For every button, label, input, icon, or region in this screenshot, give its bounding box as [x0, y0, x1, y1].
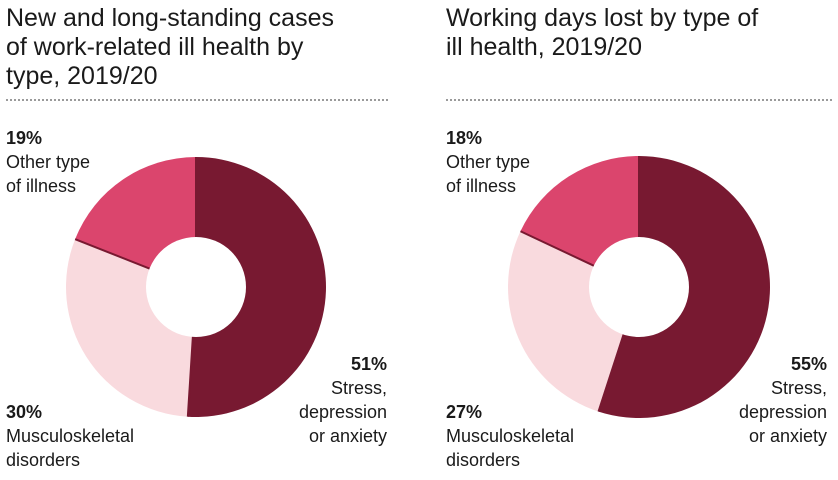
- slice-percent: 51%: [350, 354, 387, 374]
- slice-label-musculoskeletal: 30% Musculoskeletal disorders: [6, 400, 134, 472]
- slice-percent: 27%: [446, 402, 483, 422]
- title-line: ill health, 2019/20: [446, 33, 642, 61]
- dotted-divider: [446, 99, 832, 101]
- slice-separator: [520, 230, 596, 268]
- slice-percent: 55%: [790, 354, 827, 374]
- slice-name-line: Other type: [6, 152, 91, 172]
- slice-name-line: Musculoskeletal: [6, 426, 135, 446]
- slice-label-other: 18% Other type of illness: [446, 126, 530, 198]
- slice-name-line: disorders: [446, 450, 521, 470]
- slice-separator: [74, 238, 152, 271]
- chart-panel-working-days: Working days lost by type of ill health,…: [440, 0, 838, 480]
- slice-name-line: disorders: [6, 450, 81, 470]
- slice-label-stress: 51% Stress, depression or anxiety: [250, 352, 387, 448]
- donut-slice-stress-depression-or-anxiety: [187, 157, 327, 417]
- chart-title: Working days lost by type of ill health,…: [446, 4, 826, 62]
- slice-label-stress: 55% Stress, depression or anxiety: [690, 352, 827, 448]
- slice-label-musculoskeletal: 27% Musculoskeletal disorders: [446, 400, 574, 472]
- slice-name-line: depression: [738, 402, 827, 422]
- slice-name-line: Musculoskeletal: [446, 426, 575, 446]
- title-line: type, 2019/20: [6, 62, 158, 90]
- chart-title: New and long-standing cases of work-rela…: [6, 4, 386, 91]
- donut-hole: [146, 237, 246, 337]
- slice-percent: 19%: [6, 128, 43, 148]
- title-line: of work-related ill health by: [6, 33, 304, 61]
- title-line: New and long-standing cases: [6, 4, 334, 32]
- slice-name-line: depression: [298, 402, 387, 422]
- slice-separator: [597, 332, 626, 412]
- slice-name-line: or anxiety: [308, 426, 387, 446]
- slice-separator: [186, 334, 194, 417]
- donut-chart: [507, 156, 770, 419]
- donut-chart: [65, 157, 327, 417]
- slice-name-line: of illness: [6, 176, 77, 196]
- slice-name-line: Stress,: [330, 378, 387, 398]
- slice-name-line: Other type: [446, 152, 531, 172]
- slice-name-line: of illness: [446, 176, 517, 196]
- slice-name-line: or anxiety: [748, 426, 827, 446]
- slice-label-other: 19% Other type of illness: [6, 126, 90, 198]
- slice-percent: 30%: [6, 402, 43, 422]
- donut-hole: [589, 237, 689, 337]
- title-line: Working days lost by type of: [446, 4, 759, 32]
- dotted-divider: [6, 99, 388, 101]
- slice-percent: 18%: [446, 128, 483, 148]
- chart-panel-cases: New and long-standing cases of work-rela…: [0, 0, 400, 480]
- slice-name-line: Stress,: [770, 378, 827, 398]
